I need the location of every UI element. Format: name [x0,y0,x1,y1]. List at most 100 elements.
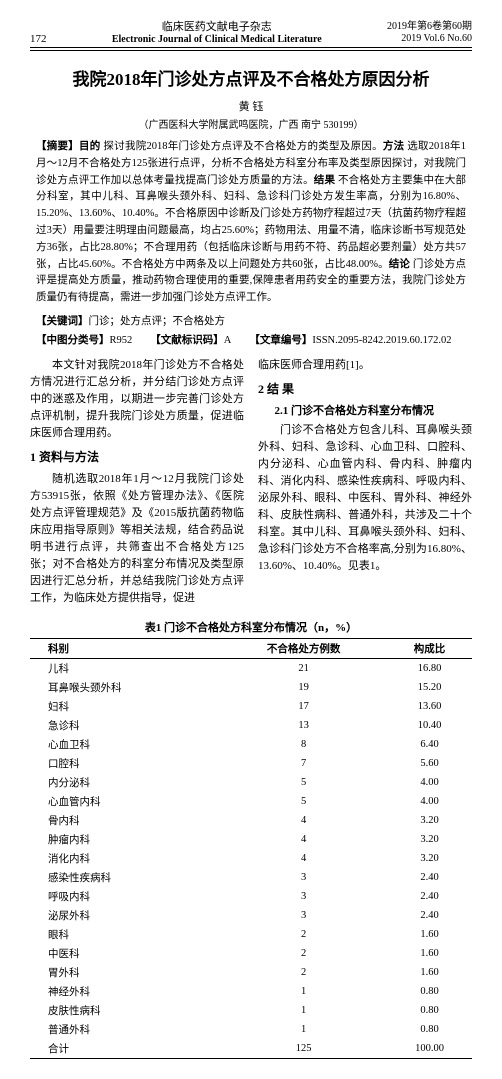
table-cell: 1 [220,982,387,1001]
issue-line-2: 2019 Vol.6 No.60 [387,33,472,45]
table-cell: 口腔科 [30,754,220,773]
abstract-block: 【摘要】目的 探讨我院2018年门诊处方点评及不合格处方的类型及原因。方法 选取… [36,139,466,307]
table-cell: 2 [220,963,387,982]
table-cell: 眼科 [30,925,220,944]
table-cell: 7 [220,754,387,773]
table-col-1: 不合格处方例数 [220,639,387,659]
section-1-body: 随机选取2018年1月～12月我院门诊处方53915张，依照《处方管理办法》、《… [30,471,244,607]
article-id-label: 【文章编号】 [249,335,312,346]
table-col-2: 构成比 [387,639,472,659]
objective-label: 目的 [79,141,101,152]
right-column: 临床医师合理用药[1]。 2 结 果 2.1 门诊不合格处方科室分布情况 门诊不… [258,357,472,611]
conclusion-label: 结论 [389,259,410,270]
table-row: 骨内科43.20 [30,811,472,830]
table-cell: 1.60 [387,925,472,944]
article-affiliation: （广西医科大学附属武鸣医院，广西 南宁 530199） [30,116,472,131]
table-cell: 耳鼻喉头颈外科 [30,678,220,697]
table-cell: 125 [220,1039,387,1059]
table-cell: 13 [220,716,387,735]
article-id-value: ISSN.2095-8242.2019.60.172.02 [312,335,451,346]
table-row: 眼科21.60 [30,925,472,944]
table-cell: 神经外科 [30,982,220,1001]
methods-label: 方法 [383,141,405,152]
table-cell: 呼吸内科 [30,887,220,906]
table-cell: 普通外科 [30,1020,220,1039]
table-row: 口腔科75.60 [30,754,472,773]
clc-label: 【中图分类号】 [36,335,110,346]
table-row: 消化内科43.20 [30,849,472,868]
table-cell: 4 [220,849,387,868]
table-cell: 儿科 [30,659,220,679]
table-row: 普通外科10.80 [30,1020,472,1039]
doc-code-label: 【文献标识码】 [150,335,224,346]
intro-continued: 临床医师合理用药[1]。 [258,357,472,374]
table-cell: 2.40 [387,887,472,906]
table-cell: 15.20 [387,678,472,697]
results-text: 不合格处方主要集中在大部分科室，其中儿科、耳鼻喉头颈外科、妇科、急诊科门诊处方发… [36,175,466,270]
table-cell: 21 [220,659,387,679]
table-cell: 消化内科 [30,849,220,868]
section-2-1-title: 2.1 门诊不合格处方科室分布情况 [258,403,472,420]
table-cell: 2 [220,925,387,944]
table-cell: 4.00 [387,792,472,811]
table-cell: 3.20 [387,811,472,830]
table-cell: 10.40 [387,716,472,735]
table-cell: 2.40 [387,906,472,925]
table-row: 心血卫科86.40 [30,735,472,754]
table-cell: 0.80 [387,1001,472,1020]
table-cell: 心血管内科 [30,792,220,811]
table-row: 呼吸内科32.40 [30,887,472,906]
section-2-1-body: 门诊不合格处方包含儿科、耳鼻喉头颈外科、妇科、急诊科、心血卫科、口腔科、内分泌科… [258,422,472,575]
table-cell: 3 [220,906,387,925]
table-cell: 16.80 [387,659,472,679]
keywords-label: 【关键词】 [36,316,89,327]
table-cell: 1.60 [387,963,472,982]
table-cell: 0.80 [387,1020,472,1039]
table-cell: 内分泌科 [30,773,220,792]
article-author: 黄 钰 [30,98,472,114]
classification-row: 【中图分类号】R952 【文献标识码】A 【文章编号】ISSN.2095-824… [36,332,466,347]
keywords-text: 门诊；处方点评；不合格处方 [89,316,226,327]
table-cell: 肿瘤内科 [30,830,220,849]
table-cell: 4 [220,811,387,830]
table-cell: 3.20 [387,849,472,868]
header-rule [30,50,472,51]
table-header-row: 科别 不合格处方例数 构成比 [30,639,472,659]
table-cell: 17 [220,697,387,716]
article-title: 我院2018年门诊处方点评及不合格处方原因分析 [30,65,472,90]
table-row: 肿瘤内科43.20 [30,830,472,849]
table-cell: 8 [220,735,387,754]
table-cell: 骨内科 [30,811,220,830]
objective-text: 探讨我院2018年门诊处方点评及不合格处方的类型及原因。 [101,141,383,152]
clc-block: 【中图分类号】R952 [36,332,132,347]
table-cell: 2 [220,944,387,963]
table-cell: 100.00 [387,1039,472,1059]
table-col-0: 科别 [30,639,220,659]
left-column: 本文针对我院2018年门诊处方不合格处方情况进行汇总分析，并分结门诊处方点评中的… [30,357,244,611]
doc-code-block: 【文献标识码】A [150,332,231,347]
intro-paragraph: 本文针对我院2018年门诊处方不合格处方情况进行汇总分析，并分结门诊处方点评中的… [30,357,244,442]
table-cell: 19 [220,678,387,697]
abstract-label: 【摘要】 [36,141,79,152]
table-row: 泌尿外科32.40 [30,906,472,925]
table-cell: 5 [220,792,387,811]
results-label: 结果 [314,175,335,186]
keywords-row: 【关键词】门诊；处方点评；不合格处方 [36,313,466,328]
table-cell: 3 [220,868,387,887]
table-cell: 泌尿外科 [30,906,220,925]
table-cell: 皮肤性病科 [30,1001,220,1020]
table-row: 中医科21.60 [30,944,472,963]
table-cell: 5 [220,773,387,792]
table-cell: 感染性疾病科 [30,868,220,887]
table-cell: 4.00 [387,773,472,792]
table-cell: 3 [220,887,387,906]
table-cell: 6.40 [387,735,472,754]
table-cell: 0.80 [387,982,472,1001]
table-row: 心血管内科54.00 [30,792,472,811]
table-row: 感染性疾病科32.40 [30,868,472,887]
body-columns: 本文针对我院2018年门诊处方不合格处方情况进行汇总分析，并分结门诊处方点评中的… [30,357,472,611]
table-row: 儿科2116.80 [30,659,472,679]
table-cell: 心血卫科 [30,735,220,754]
table-cell: 急诊科 [30,716,220,735]
table-cell: 2.40 [387,868,472,887]
